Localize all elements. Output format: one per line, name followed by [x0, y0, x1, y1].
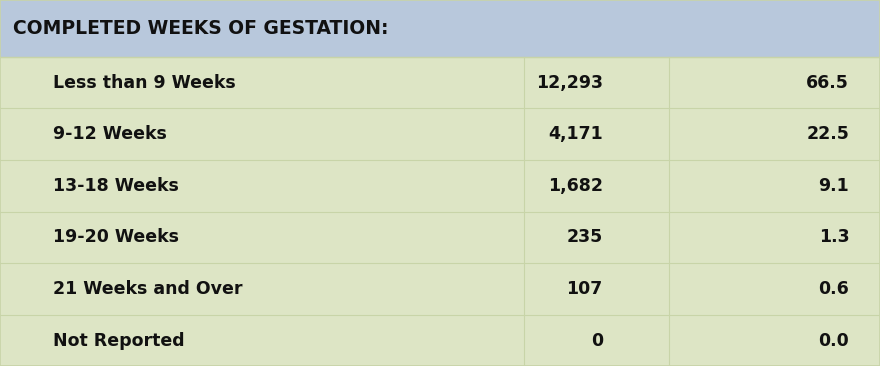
Text: 66.5: 66.5 [806, 74, 849, 92]
Text: 1.3: 1.3 [818, 228, 849, 246]
Text: Not Reported: Not Reported [53, 332, 185, 350]
Text: 22.5: 22.5 [806, 125, 849, 143]
Bar [0, 160, 880, 212]
Bar [0, 108, 880, 160]
Text: COMPLETED WEEKS OF GESTATION:: COMPLETED WEEKS OF GESTATION: [13, 19, 389, 38]
Text: 1,682: 1,682 [547, 177, 603, 195]
Text: 0.0: 0.0 [818, 332, 849, 350]
Text: 12,293: 12,293 [536, 74, 603, 92]
Text: 0: 0 [590, 332, 603, 350]
Text: 21 Weeks and Over: 21 Weeks and Over [53, 280, 242, 298]
Text: 9-12 Weeks: 9-12 Weeks [53, 125, 166, 143]
Text: 4,171: 4,171 [548, 125, 603, 143]
Text: 9.1: 9.1 [818, 177, 849, 195]
Text: 107: 107 [567, 280, 603, 298]
Bar [0, 57, 880, 108]
Bar [0, 0, 880, 57]
Text: 19-20 Weeks: 19-20 Weeks [53, 228, 179, 246]
Bar [0, 263, 880, 315]
Bar [0, 212, 880, 263]
Text: 13-18 Weeks: 13-18 Weeks [53, 177, 179, 195]
Bar [0, 315, 880, 366]
Text: Less than 9 Weeks: Less than 9 Weeks [53, 74, 236, 92]
Text: 235: 235 [567, 228, 603, 246]
Text: 0.6: 0.6 [818, 280, 849, 298]
